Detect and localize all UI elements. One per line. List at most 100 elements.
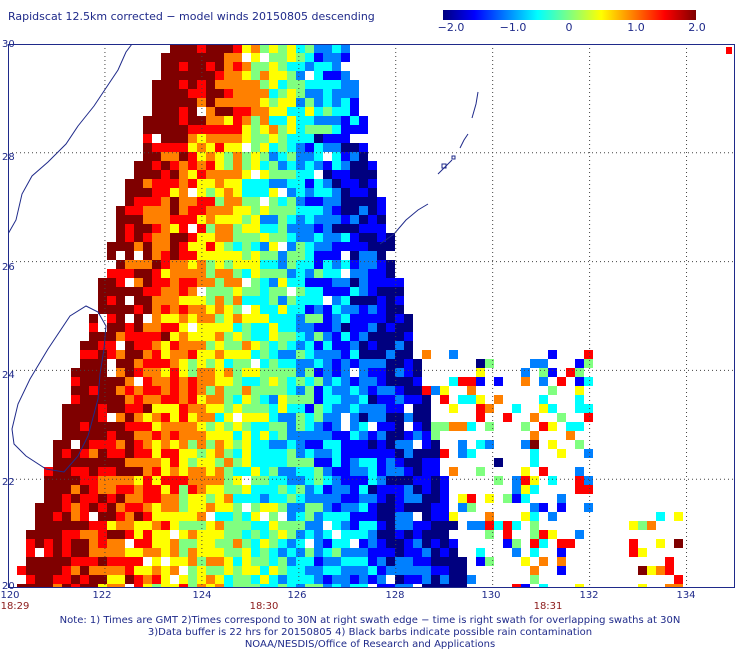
wind-difference-cell	[170, 458, 179, 467]
wind-difference-cell	[161, 224, 170, 233]
wind-difference-cell	[35, 521, 44, 530]
wind-difference-cell	[350, 548, 359, 557]
wind-difference-cell	[296, 449, 305, 458]
wind-difference-cell	[287, 188, 296, 197]
wind-difference-cell	[341, 89, 350, 98]
wind-difference-cell	[152, 386, 161, 395]
wind-difference-cell	[386, 413, 395, 422]
wind-difference-cell	[305, 125, 314, 134]
wind-difference-cell	[152, 539, 161, 548]
wind-difference-cell	[197, 161, 206, 170]
wind-difference-cell	[269, 368, 278, 377]
wind-difference-cell	[458, 575, 467, 584]
wind-difference-cell	[548, 350, 557, 359]
wind-difference-cell	[296, 521, 305, 530]
wind-difference-cell	[233, 125, 242, 134]
wind-difference-cell	[584, 404, 593, 413]
wind-difference-cell	[125, 305, 134, 314]
wind-difference-cell	[26, 566, 35, 575]
wind-difference-cell	[197, 413, 206, 422]
wind-difference-cell	[350, 197, 359, 206]
wind-difference-cell	[260, 107, 269, 116]
wind-difference-cell	[260, 152, 269, 161]
wind-difference-cell	[242, 332, 251, 341]
wind-difference-cell	[296, 575, 305, 584]
wind-difference-cell	[296, 98, 305, 107]
wind-difference-cell	[143, 323, 152, 332]
wind-difference-cell	[287, 143, 296, 152]
wind-difference-cell	[179, 449, 188, 458]
wind-difference-cell	[224, 521, 233, 530]
wind-difference-cell	[386, 404, 395, 413]
wind-difference-cell	[278, 476, 287, 485]
wind-difference-cell	[476, 548, 485, 557]
wind-difference-cell	[188, 260, 197, 269]
wind-difference-cell	[269, 386, 278, 395]
wind-difference-cell	[305, 323, 314, 332]
wind-difference-cell	[323, 251, 332, 260]
wind-difference-cell	[269, 152, 278, 161]
map-area[interactable]	[8, 44, 735, 588]
wind-difference-cell	[413, 476, 422, 485]
wind-difference-cell	[116, 476, 125, 485]
wind-difference-cell	[251, 305, 260, 314]
wind-difference-cell	[197, 386, 206, 395]
wind-difference-cell	[332, 494, 341, 503]
wind-difference-cell	[260, 449, 269, 458]
wind-difference-cell	[224, 341, 233, 350]
wind-difference-cell	[197, 359, 206, 368]
wind-difference-cell	[377, 494, 386, 503]
wind-difference-cell	[224, 368, 233, 377]
wind-difference-cell	[296, 332, 305, 341]
wind-difference-cell	[206, 134, 215, 143]
wind-difference-cell	[323, 314, 332, 323]
wind-difference-cell	[521, 368, 530, 377]
wind-difference-cell	[188, 53, 197, 62]
wind-difference-cell	[224, 98, 233, 107]
wind-difference-cell	[512, 494, 521, 503]
wind-difference-cell	[71, 458, 80, 467]
colorbar-tick-label: 2.0	[688, 21, 706, 34]
wind-difference-cell	[332, 440, 341, 449]
wind-difference-cell	[89, 377, 98, 386]
wind-difference-cell	[539, 377, 548, 386]
wind-difference-cell	[395, 557, 404, 566]
wind-difference-cell	[179, 386, 188, 395]
wind-difference-cell	[332, 197, 341, 206]
wind-difference-cell	[143, 269, 152, 278]
wind-difference-cell	[422, 431, 431, 440]
wind-difference-cell	[341, 548, 350, 557]
wind-difference-cell	[368, 368, 377, 377]
wind-difference-cell	[431, 530, 440, 539]
wind-difference-cell	[107, 485, 116, 494]
wind-difference-cell	[332, 449, 341, 458]
wind-difference-cell	[287, 179, 296, 188]
wind-difference-cell	[512, 584, 521, 588]
wind-difference-cell	[386, 350, 395, 359]
wind-difference-cell	[161, 107, 170, 116]
wind-difference-cell	[152, 521, 161, 530]
wind-difference-cell	[278, 494, 287, 503]
wind-difference-cell	[116, 260, 125, 269]
china-coastline	[8, 44, 133, 235]
wind-difference-cell	[152, 476, 161, 485]
wind-difference-cell	[89, 530, 98, 539]
lon-label-122: 122	[92, 590, 112, 601]
wind-difference-cell	[206, 404, 215, 413]
wind-difference-cell	[359, 575, 368, 584]
wind-difference-cell	[305, 359, 314, 368]
wind-difference-cell	[197, 503, 206, 512]
wind-difference-cell	[413, 431, 422, 440]
wind-difference-cell	[188, 215, 197, 224]
wind-difference-cell	[296, 125, 305, 134]
wind-difference-cell	[251, 404, 260, 413]
wind-difference-cell	[179, 548, 188, 557]
wind-difference-cell	[152, 233, 161, 242]
wind-difference-cell	[287, 557, 296, 566]
wind-difference-cell	[269, 512, 278, 521]
wind-difference-cell	[197, 125, 206, 134]
wind-difference-cell	[647, 521, 656, 530]
wind-difference-cell	[314, 575, 323, 584]
wind-difference-cell	[278, 269, 287, 278]
wind-difference-cell	[665, 566, 674, 575]
